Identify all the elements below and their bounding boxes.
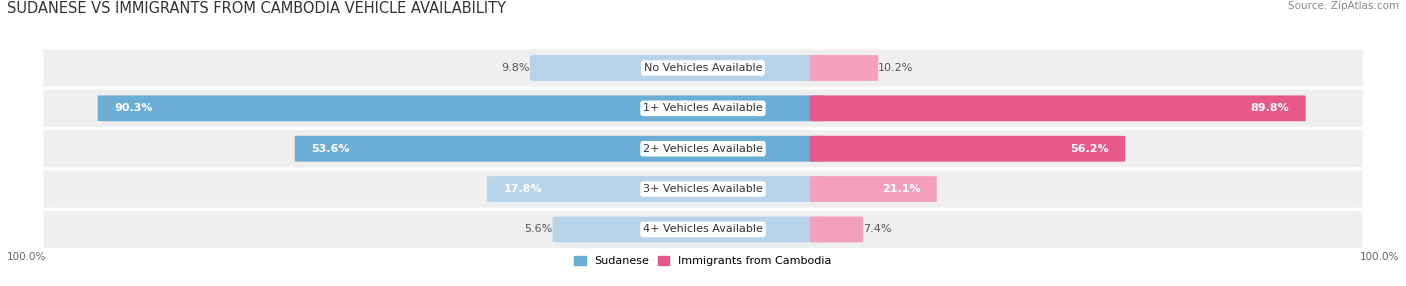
FancyBboxPatch shape [42,129,1364,168]
Text: Source: ZipAtlas.com: Source: ZipAtlas.com [1288,1,1399,11]
Text: 10.2%: 10.2% [879,63,914,73]
Text: 17.8%: 17.8% [503,184,541,194]
FancyBboxPatch shape [810,217,863,243]
Text: 5.6%: 5.6% [524,225,553,235]
FancyBboxPatch shape [553,217,824,243]
Text: 89.8%: 89.8% [1250,103,1289,113]
FancyBboxPatch shape [810,136,1125,162]
FancyBboxPatch shape [42,89,1364,128]
Text: 4+ Vehicles Available: 4+ Vehicles Available [643,225,763,235]
FancyBboxPatch shape [530,55,824,81]
Text: 100.0%: 100.0% [7,252,46,262]
Text: SUDANESE VS IMMIGRANTS FROM CAMBODIA VEHICLE AVAILABILITY: SUDANESE VS IMMIGRANTS FROM CAMBODIA VEH… [7,1,506,16]
Text: 2+ Vehicles Available: 2+ Vehicles Available [643,144,763,154]
FancyBboxPatch shape [42,170,1364,209]
Legend: Sudanese, Immigrants from Cambodia: Sudanese, Immigrants from Cambodia [569,251,837,271]
FancyBboxPatch shape [42,210,1364,249]
FancyBboxPatch shape [486,176,824,202]
Text: 21.1%: 21.1% [882,184,921,194]
FancyBboxPatch shape [810,96,1306,121]
FancyBboxPatch shape [810,55,879,81]
Text: 56.2%: 56.2% [1070,144,1109,154]
FancyBboxPatch shape [810,176,936,202]
Text: No Vehicles Available: No Vehicles Available [644,63,762,73]
Text: 9.8%: 9.8% [502,63,530,73]
FancyBboxPatch shape [97,96,824,121]
FancyBboxPatch shape [42,48,1364,88]
Text: 1+ Vehicles Available: 1+ Vehicles Available [643,103,763,113]
Text: 53.6%: 53.6% [311,144,350,154]
Text: 100.0%: 100.0% [1360,252,1399,262]
Text: 90.3%: 90.3% [114,103,152,113]
Text: 3+ Vehicles Available: 3+ Vehicles Available [643,184,763,194]
FancyBboxPatch shape [295,136,824,162]
Text: 7.4%: 7.4% [863,225,891,235]
